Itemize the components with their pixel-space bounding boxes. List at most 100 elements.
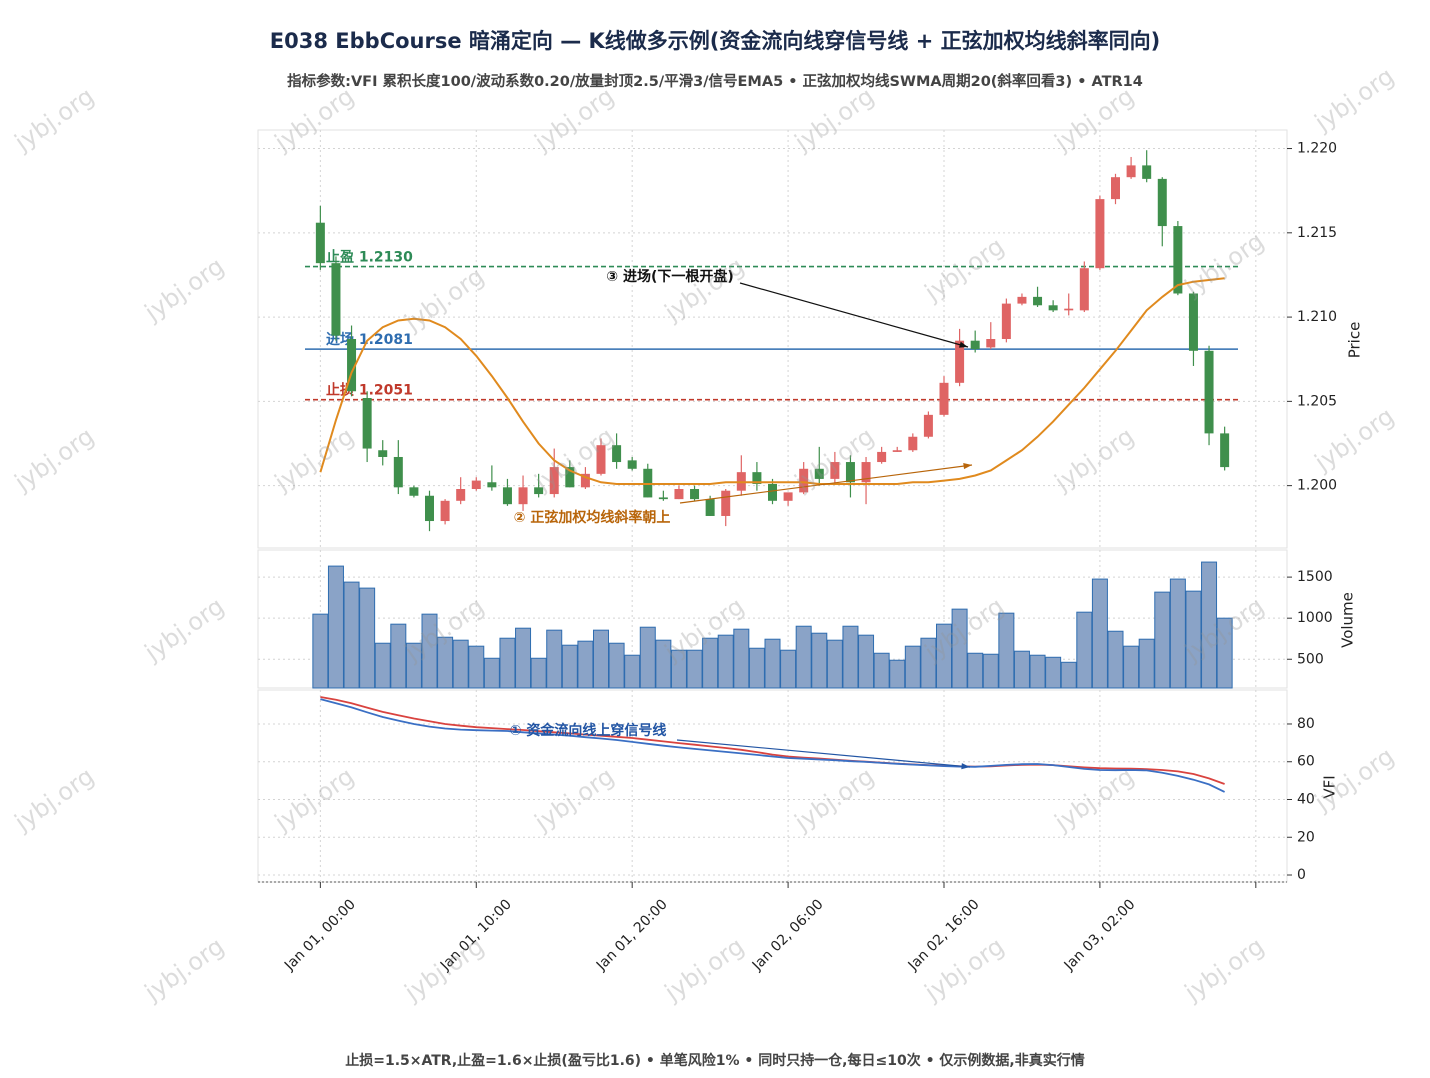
volume-bar — [686, 649, 703, 689]
candle-body — [861, 462, 871, 483]
x-tick-label: Jan 03, 02:00 — [1061, 896, 1139, 974]
x-tick-label: Jan 01, 00:00 — [281, 896, 359, 974]
watermark: jybj.org — [9, 422, 99, 497]
candle-body — [331, 263, 341, 336]
vfi-line — [320, 696, 1225, 785]
volume-bar — [826, 639, 843, 689]
watermark: jybj.org — [529, 762, 619, 837]
candle-body — [970, 340, 980, 350]
volume-bar — [593, 629, 609, 689]
watermark: jybj.org — [139, 252, 229, 327]
candle-body — [845, 462, 855, 483]
watermark: jybj.org — [269, 82, 359, 157]
volume-bar — [1185, 590, 1202, 689]
volume-bar — [795, 625, 812, 689]
panel — [257, 689, 1288, 883]
candle-body — [1095, 199, 1105, 269]
y-tick-label: 1.210 — [1297, 309, 1337, 325]
candle-body — [612, 445, 622, 463]
candle-body — [814, 468, 824, 479]
volume-bar — [920, 637, 937, 689]
candle-body — [487, 482, 497, 488]
candle-body — [830, 462, 840, 479]
volume-bar — [858, 634, 875, 689]
annotation-arrowhead — [961, 763, 970, 770]
volume-bar — [1154, 591, 1171, 689]
candle-body — [1111, 177, 1120, 200]
watermark: jybj.org — [9, 82, 99, 157]
volume-bar — [811, 632, 828, 689]
candle-body — [1204, 350, 1214, 434]
volume-bar — [748, 647, 765, 689]
volume-bar — [1123, 645, 1140, 689]
volume-bar — [1013, 650, 1030, 689]
volume-bar — [608, 642, 625, 689]
candle-body — [471, 480, 481, 490]
watermark: jybj.org — [1309, 62, 1399, 137]
annotation-arrowhead — [959, 341, 968, 348]
volume-bar — [1138, 638, 1155, 689]
candle-body — [1220, 433, 1230, 468]
y-tick-label: 1500 — [1297, 569, 1333, 585]
volume-bar — [1107, 630, 1124, 689]
volume-bar — [1029, 654, 1046, 689]
volume-bar — [1201, 561, 1218, 689]
watermark: jybj.org — [399, 932, 489, 1007]
y-axis-label: Volume — [1339, 592, 1357, 648]
volume-bar — [577, 640, 594, 689]
volume-bar — [1169, 578, 1186, 689]
annotation: ① 资金流向线上穿信号线 — [510, 722, 667, 739]
volume-bar — [468, 645, 485, 689]
watermark: jybj.org — [659, 932, 749, 1007]
candle-body — [1001, 303, 1011, 339]
y-tick-label: 60 — [1297, 754, 1315, 770]
candle-body — [518, 487, 528, 505]
candle-body — [986, 339, 996, 348]
volume-bar — [780, 649, 797, 689]
candle-body — [1017, 296, 1027, 304]
volume-bar — [499, 637, 516, 689]
candle-body — [783, 492, 793, 501]
candle-body — [908, 436, 918, 451]
y-tick-label: 1.205 — [1297, 393, 1337, 409]
watermark: jybj.org — [139, 592, 229, 667]
y-tick-label: 20 — [1297, 829, 1315, 845]
volume-bar — [561, 644, 578, 689]
watermark: jybj.org — [919, 232, 1009, 307]
candle-body — [1079, 268, 1089, 311]
volume-bar — [936, 623, 952, 689]
candle-body — [580, 473, 590, 488]
candle-body — [1142, 165, 1152, 179]
volume-bar — [515, 627, 532, 689]
volume-bar — [655, 639, 672, 689]
panel — [257, 129, 1288, 549]
candle-body — [658, 497, 668, 500]
volume-bar — [343, 581, 360, 689]
volume-bar — [873, 652, 890, 689]
watermark: jybj.org — [9, 762, 99, 837]
candle-body — [955, 340, 965, 383]
volume-bar — [452, 639, 469, 689]
watermark: jybj.org — [529, 82, 619, 157]
y-tick-label: 1.200 — [1297, 478, 1337, 494]
annotation-arrow — [676, 739, 971, 768]
candle-body — [627, 460, 637, 469]
candle-body — [799, 468, 809, 493]
volume-bar — [951, 608, 968, 689]
volume-bar — [842, 625, 859, 689]
y-tick-label: 500 — [1297, 651, 1324, 667]
volume-bar — [702, 637, 719, 689]
y-tick-label: 1.220 — [1297, 141, 1337, 157]
y-tick-label: 1.215 — [1297, 225, 1337, 241]
candle-body — [892, 450, 902, 452]
annotation: ③ 进场(下一根开盘) — [606, 268, 734, 285]
volume-bar — [390, 623, 407, 689]
candle-body — [456, 489, 466, 501]
candle-body — [549, 467, 559, 495]
candle-body — [1126, 165, 1136, 178]
candle-body — [690, 489, 700, 500]
watermark: jybj.org — [1049, 762, 1139, 837]
candle-body — [1033, 296, 1043, 306]
annotation-arrow — [739, 282, 969, 348]
volume-bar — [1091, 578, 1108, 689]
